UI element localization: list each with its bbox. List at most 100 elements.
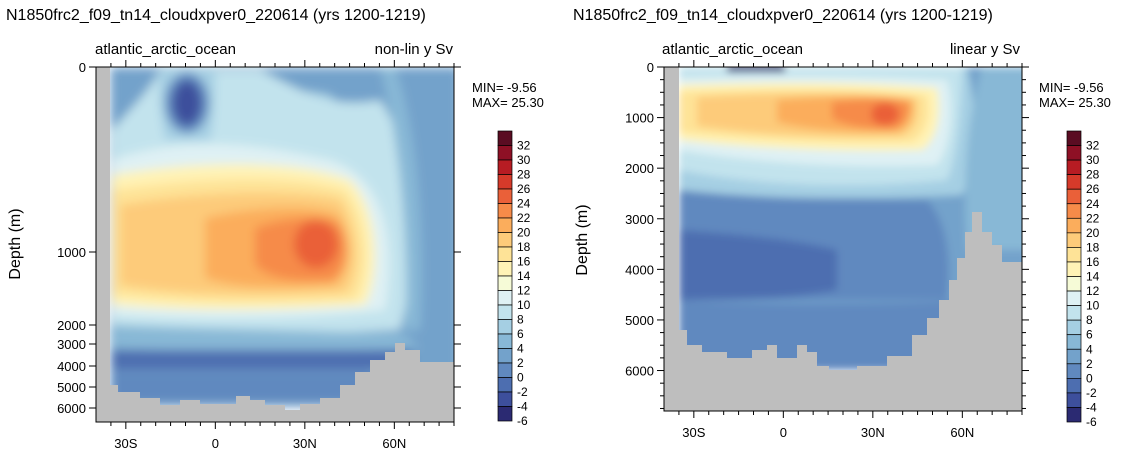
left-field [110,67,454,407]
left-topography [96,67,454,422]
colorbar-swatch [497,406,513,422]
left-panel: N1850frc2_f09_tn14_cloudxpver0_220614 (y… [6,7,544,451]
colorbar-swatch [1066,348,1082,365]
colorbar-label: 16 [517,255,531,269]
x-tick-label: 30S [682,425,705,440]
y-tick-label: 5000 [625,313,654,328]
colorbar-swatch [1066,247,1082,263]
colorbar-swatch [497,159,513,175]
colorbar-label: -4 [517,400,528,414]
colorbar-label: 12 [517,284,531,298]
colorbar-label: 16 [1086,255,1100,269]
x-tick-label: 30N [861,425,885,440]
colorbar-swatch [1066,378,1082,394]
colorbar-label: 30 [1086,153,1100,167]
colorbar-swatch [497,348,513,364]
colorbar-label: 18 [517,240,531,254]
left-plot-area [96,67,454,422]
colorbar-label: -4 [1086,400,1097,414]
y-tick-label: 6000 [625,364,654,379]
colorbar-swatch [1066,261,1082,277]
colorbar-swatch [497,362,513,378]
y-tick-label: 6000 [57,401,86,416]
colorbar-label: -6 [1086,415,1097,429]
colorbar-swatch [1066,334,1082,350]
colorbar-label: 20 [1086,226,1100,240]
y-tick-label: 2000 [625,161,654,176]
colorbar-label: 4 [517,342,524,356]
colorbar-label: 8 [517,313,524,327]
colorbar-label: 12 [1086,284,1100,298]
x-tick-label: 0 [212,436,219,451]
y-tick-label: 4000 [57,359,86,374]
colorbar-swatch [1066,159,1082,176]
colorbar-swatch [497,174,513,190]
colorbar-swatch [497,290,513,306]
colorbar-swatch [1066,188,1082,205]
right-title: N1850frc2_f09_tn14_cloudxpver0_220614 (y… [573,7,993,24]
right-units-label: linear y Sv [950,41,1021,58]
colorbar-label: 10 [517,298,531,312]
x-tick-label: 60N [950,425,974,440]
left-max-label: MAX= 25.30 [472,95,544,110]
colorbar-label: -2 [1086,386,1097,400]
colorbar-label: 0 [1086,371,1093,385]
y-tick-label: 3000 [625,212,654,227]
colorbar-swatch [1066,392,1082,408]
left-units-label: non-lin y Sv [375,41,454,58]
colorbar-label: 14 [1086,270,1100,284]
x-tick-label: 60N [382,436,406,451]
right-min-label: MIN= -9.56 [1039,80,1104,95]
colorbar-swatch [497,391,513,407]
x-tick-label: 0 [780,425,787,440]
right-plot-area [664,67,1022,411]
colorbar-label: -2 [517,385,528,399]
colorbar-label: 28 [1086,168,1100,182]
colorbar-swatch [1066,145,1082,161]
colorbar-label: 20 [517,226,531,240]
colorbar-swatch [497,333,513,349]
colorbar-swatch [497,203,513,219]
colorbar-label: 32 [1086,139,1100,153]
right-y-ticks: 0 1000 2000 3000 4000 5000 6000 [625,60,1029,409]
colorbar-swatch [1066,130,1082,146]
colorbar-label: 2 [1086,357,1093,371]
colorbar-label: 24 [1086,197,1100,211]
colorbar-label: 28 [517,168,531,182]
right-y-axis-label: Depth (m) [574,204,591,275]
colorbar-swatch [1066,407,1082,423]
left-chart-svg: N1850frc2_f09_tn14_cloudxpver0_220614 (y… [6,7,544,451]
colorbar-swatch [1066,290,1082,306]
colorbar-swatch [1066,363,1082,379]
y-tick-label: 0 [647,60,654,75]
colorbar-label: 14 [517,269,531,283]
left-title: N1850frc2_f09_tn14_cloudxpver0_220614 (y… [6,7,426,24]
colorbar-label: 10 [1086,299,1100,313]
colorbar-swatch [497,246,513,262]
colorbar-label: 4 [1086,342,1093,356]
y-tick-label: 0 [79,60,86,75]
colorbar-swatch [1066,174,1082,190]
colorbar-label: 32 [517,139,531,153]
colorbar-label: 22 [517,211,531,225]
colorbar-swatch [1066,276,1082,292]
right-max-label: MAX= 25.30 [1039,95,1111,110]
colorbar-swatch [497,319,513,335]
colorbar-label: 0 [517,371,524,385]
colorbar-swatch [497,145,513,161]
colorbar-label: 30 [517,153,531,167]
left-min-label: MIN= -9.56 [472,80,537,95]
colorbar-swatch [497,275,513,291]
right-basin-label: atlantic_arctic_ocean [662,41,803,58]
y-tick-label: 3000 [57,337,86,352]
colorbar-swatch [497,261,513,277]
colorbar-swatch [497,232,513,248]
colorbar-swatch [497,217,513,233]
colorbar-swatch [1066,319,1082,336]
right-panel: N1850frc2_f09_tn14_cloudxpver0_220614 (y… [567,0,1134,463]
colorbar-swatch [497,188,513,204]
y-tick-label: 1000 [625,111,654,126]
colorbar-swatch [497,130,513,146]
